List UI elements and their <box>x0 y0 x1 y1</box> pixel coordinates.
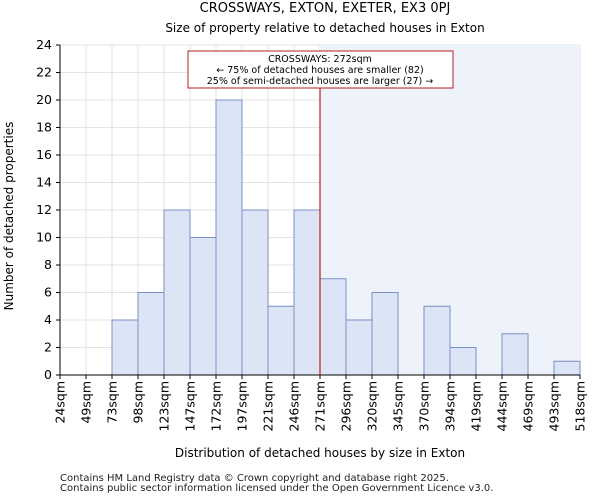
footer-credit-2: Contains public sector information licen… <box>60 483 494 494</box>
y-tick-label: 12 <box>36 202 52 217</box>
y-tick-label: 16 <box>36 147 52 162</box>
y-tick-label: 8 <box>44 257 52 272</box>
bars <box>111 99 581 376</box>
x-axis-label: Distribution of detached houses by size … <box>175 446 465 460</box>
annotation-border <box>187 50 454 89</box>
annotation-line-3: 25% of semi-detached houses are larger (… <box>207 76 434 87</box>
x-tick-label: 320sqm <box>365 381 380 431</box>
y-axis-label: Number of detached properties <box>2 122 16 311</box>
histogram-bar <box>215 99 243 376</box>
x-tick-label: 493sqm <box>547 381 562 431</box>
x-tick-label: 419sqm <box>469 381 484 431</box>
histogram-bar <box>293 209 321 376</box>
y-tick-label: 6 <box>44 285 52 300</box>
histogram-bar <box>189 237 217 376</box>
y-tick-label: 22 <box>36 65 52 80</box>
footer-credit-1: Contains HM Land Registry data © Crown c… <box>60 473 449 484</box>
x-tick-label: 246sqm <box>287 381 302 431</box>
histogram-bar <box>345 319 373 376</box>
histogram-bar <box>267 305 295 376</box>
x-tick-label: 123sqm <box>157 381 172 431</box>
y-tick-label: 0 <box>44 367 52 382</box>
x-tick-label: 24sqm <box>53 381 68 424</box>
x-tick-label: 345sqm <box>391 381 406 431</box>
annotation-line-2: ← 75% of detached houses are smaller (82… <box>216 65 423 76</box>
y-tick-label: 20 <box>36 92 52 107</box>
chart-subtitle: Size of property relative to detached ho… <box>165 21 484 35</box>
histogram-bar <box>163 209 191 376</box>
x-tick-label: 197sqm <box>235 381 250 431</box>
x-tick-label: 394sqm <box>443 381 458 431</box>
x-tick-label: 221sqm <box>261 381 276 431</box>
histogram-bar <box>423 305 451 376</box>
x-tick-label: 271sqm <box>313 381 328 431</box>
y-tick-label: 10 <box>36 230 52 245</box>
chart-title: CROSSWAYS, EXTON, EXETER, EX3 0PJ <box>200 1 451 16</box>
x-tick-label: 444sqm <box>495 381 510 431</box>
annotation-line-1: CROSSWAYS: 272sqm <box>268 54 372 65</box>
x-tick-label: 73sqm <box>105 381 120 424</box>
histogram-bar <box>449 347 477 376</box>
histogram-bar <box>137 292 165 376</box>
histogram-bar <box>319 278 347 376</box>
histogram-bar <box>501 333 529 376</box>
histogram-bar <box>111 319 139 376</box>
y-tick-label: 24 <box>36 37 52 52</box>
y-tick-label: 18 <box>36 120 52 135</box>
x-tick-label: 147sqm <box>183 381 198 431</box>
x-tick-label: 296sqm <box>339 381 354 431</box>
x-tick-label: 518sqm <box>573 381 588 431</box>
x-tick-label: 98sqm <box>131 381 146 424</box>
x-tick-labels: 24sqm 49sqm 73sqm 98sqm 123sqm 147sqm 172sqm 19… <box>53 375 588 431</box>
y-tick-label: 4 <box>44 312 52 327</box>
x-tick-label: 172sqm <box>209 381 224 431</box>
x-tick-label: 469sqm <box>521 381 536 431</box>
histogram-bar <box>371 292 399 376</box>
histogram-bar <box>553 360 581 376</box>
y-tick-label: 2 <box>44 340 52 355</box>
y-tick-label: 14 <box>36 175 52 190</box>
histogram-bar <box>241 209 269 376</box>
x-tick-label: 370sqm <box>417 381 432 431</box>
x-tick-label: 49sqm <box>79 381 94 424</box>
annotation-box: CROSSWAYS: 272sqm ← 75% of detached hous… <box>187 50 454 89</box>
